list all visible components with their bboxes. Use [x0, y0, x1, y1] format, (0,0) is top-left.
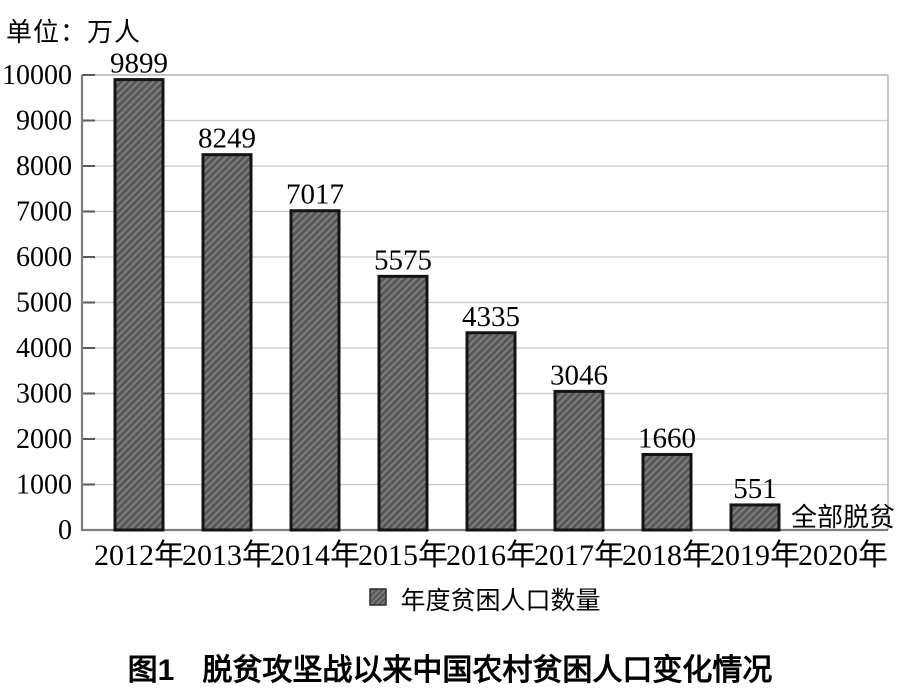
bar [729, 503, 781, 532]
legend-marker-swatch [369, 587, 388, 606]
bar-value-label: 5575 [374, 244, 432, 276]
y-axis-label: 5000 [16, 288, 72, 319]
x-axis-label: 2018年 [622, 539, 712, 572]
bar-value-label: 8249 [198, 123, 256, 155]
y-axis-label: 4000 [16, 333, 72, 364]
bar-value-label: 551 [733, 473, 777, 505]
legend-label: 年度贫困人口数量 [400, 588, 601, 615]
bar [201, 153, 253, 532]
bar [641, 452, 693, 532]
x-axis-label: 2014年 [270, 539, 360, 572]
x-axis-label: 2013年 [182, 539, 272, 572]
bar [289, 209, 341, 532]
y-axis-label: 2000 [16, 424, 72, 455]
x-axis-label: 2019年 [710, 539, 800, 572]
bar-value-label: 1660 [638, 422, 696, 454]
y-axis-label: 1000 [16, 470, 72, 501]
bar [377, 274, 429, 532]
bar [553, 389, 605, 532]
caption: 图1 脱贫攻坚战以来中国农村贫困人口变化情况 [0, 645, 900, 689]
unit-label: 单位：万人 [6, 18, 142, 47]
caption-prefix: 图1 [127, 654, 175, 687]
y-axis-label: 6000 [16, 242, 72, 273]
x-axis-label: 2016年 [446, 539, 536, 572]
x-axis-label: 2015年 [358, 539, 448, 572]
bar-value-label: 7017 [286, 179, 344, 211]
y-axis-label: 7000 [16, 197, 72, 228]
bar-value-label: 4335 [462, 301, 520, 333]
bar-chart: 0 1000 2000 3000 4000 5000 6000 7000 8000 9000 100… [2, 48, 895, 572]
x-axis-label: 2020年 [798, 539, 888, 572]
x-axis-label: 2017年 [534, 539, 624, 572]
y-axis-label: 0 [58, 515, 72, 546]
y-axis-label: 3000 [16, 379, 72, 410]
legend: 年度贫困人口数量 [82, 584, 888, 615]
caption-text: 脱贫攻坚战以来中国农村贫困人口变化情况 [202, 654, 773, 687]
y-axis-label: 10000 [2, 60, 72, 91]
bar-value-label: 9899 [110, 48, 168, 80]
y-axis-label: 8000 [16, 151, 72, 182]
legend-marker-icon [369, 587, 388, 611]
annotation-text: 全部脱贫 [791, 503, 895, 532]
y-axis-label: 9000 [16, 106, 72, 137]
bar [465, 331, 517, 532]
x-axis-label: 2012年 [94, 539, 184, 572]
bar-value-label: 3046 [550, 359, 608, 391]
bar [113, 78, 165, 532]
legend-swatch-rect [369, 587, 388, 606]
